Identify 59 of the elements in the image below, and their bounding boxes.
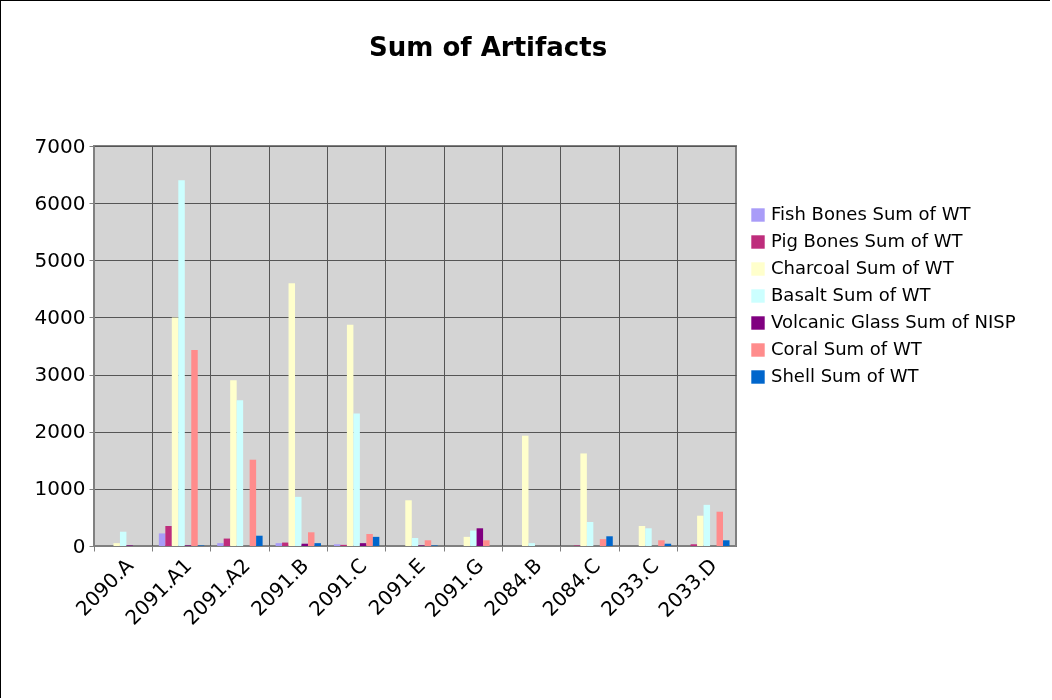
bar [275, 543, 283, 546]
bar [723, 540, 730, 546]
legend-label: Volcanic Glass Sum of NISP [771, 311, 1016, 332]
bar [314, 543, 321, 546]
bar [372, 536, 380, 546]
bar [716, 511, 724, 546]
bar [249, 459, 257, 546]
bar [158, 533, 166, 546]
legend-label: Charcoal Sum of WT [771, 257, 955, 278]
bar [470, 530, 477, 546]
bar [366, 534, 373, 546]
legend-label: Coral Sum of WT [771, 338, 923, 359]
bar [645, 528, 652, 546]
bar [586, 522, 594, 546]
bar [697, 515, 704, 546]
bar [638, 526, 646, 546]
bar [476, 528, 484, 546]
y-tick-label: 0 [72, 533, 86, 558]
y-tick-label: 2000 [34, 419, 86, 444]
bar [606, 536, 613, 546]
chart-title: Sum of Artifacts [369, 32, 608, 62]
bar [256, 535, 263, 546]
y-tick-label: 1000 [34, 476, 86, 501]
legend-label: Fish Bones Sum of WT [771, 203, 972, 224]
y-tick-label: 5000 [34, 247, 86, 272]
bar [191, 350, 198, 546]
y-tick-label: 4000 [34, 304, 86, 329]
bar [359, 543, 367, 546]
y-tick-label: 6000 [34, 190, 86, 215]
bar [424, 540, 432, 546]
bar [353, 413, 360, 546]
bar [528, 543, 535, 546]
bar [178, 180, 185, 546]
bar [463, 536, 471, 546]
bar [288, 283, 296, 546]
bar [411, 538, 419, 546]
bar [658, 540, 665, 546]
y-tick-label: 7000 [34, 133, 86, 158]
bar [522, 435, 529, 546]
bar [113, 543, 120, 546]
bar [282, 542, 289, 546]
bar [295, 496, 302, 546]
bar [703, 504, 711, 546]
bar [405, 500, 412, 546]
legend-label: Shell Sum of WT [771, 365, 920, 386]
legend-label: Pig Bones Sum of WT [771, 230, 964, 251]
bar [346, 324, 354, 546]
bar [308, 532, 315, 546]
y-tick-label: 3000 [34, 362, 86, 387]
bar [580, 453, 587, 546]
bar [230, 380, 237, 546]
bar [599, 539, 607, 546]
bar [483, 540, 490, 546]
bar [165, 526, 172, 546]
bar [217, 543, 224, 546]
bar [236, 400, 244, 546]
bar [119, 531, 127, 546]
bar [171, 317, 179, 546]
legend-label: Basalt Sum of WT [771, 284, 932, 305]
